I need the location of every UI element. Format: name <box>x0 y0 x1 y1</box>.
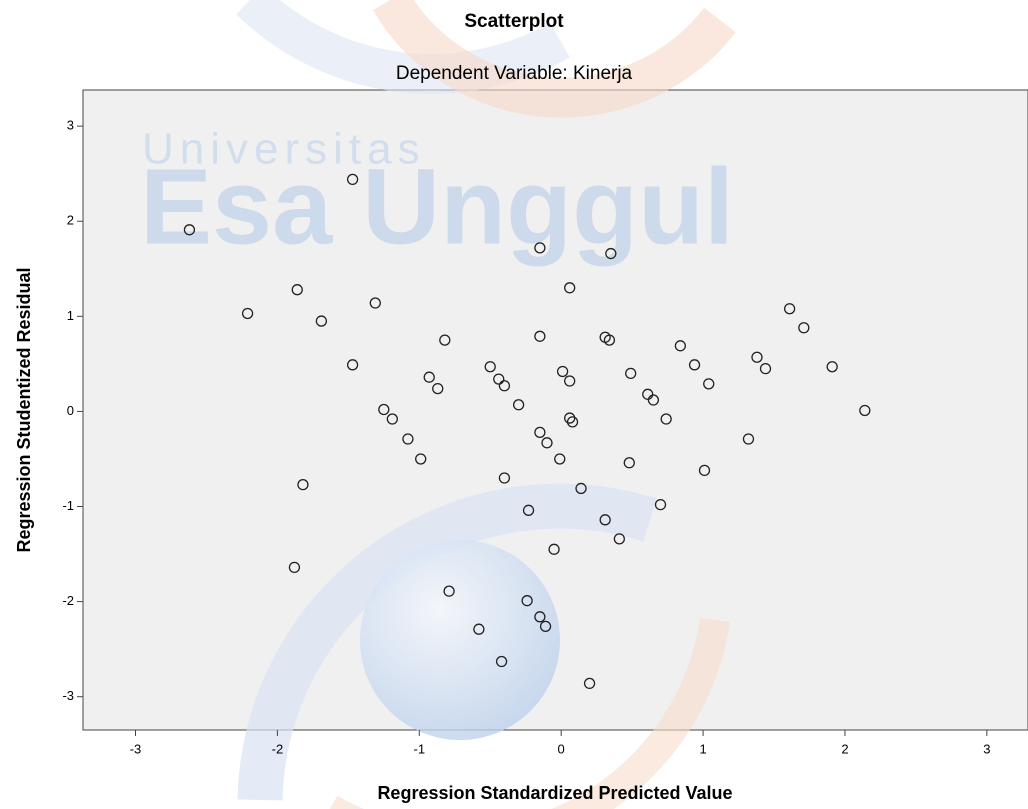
data-point <box>473 623 485 635</box>
watermark-arc <box>237 483 657 801</box>
x-tick-label: -3 <box>130 741 142 756</box>
data-point <box>623 457 635 469</box>
data-point <box>498 472 511 484</box>
data-point <box>346 173 359 186</box>
data-point <box>423 371 435 383</box>
x-tick-label: 0 <box>558 741 565 756</box>
watermark-arc <box>236 0 570 94</box>
data-point <box>498 380 511 392</box>
data-point <box>759 362 772 375</box>
watermark-text: Universitas <box>142 125 426 174</box>
watermark-circle <box>360 540 560 740</box>
data-point <box>183 224 196 236</box>
data-point <box>534 426 546 438</box>
data-point <box>554 453 566 465</box>
chart-title: Scatterplot <box>464 11 564 32</box>
data-point <box>522 504 535 516</box>
x-tick-label: -1 <box>414 741 426 756</box>
data-point <box>291 284 303 296</box>
data-point <box>556 365 569 378</box>
data-point <box>432 382 444 395</box>
data-point <box>605 247 617 260</box>
y-tick-label: 1 <box>67 308 74 323</box>
data-point <box>575 482 587 495</box>
data-point <box>521 595 533 607</box>
y-tick-label: -3 <box>62 688 74 703</box>
data-point <box>541 437 553 449</box>
data-point <box>346 359 359 371</box>
data-point <box>548 543 560 555</box>
data-point <box>369 297 381 309</box>
y-tick-label: 2 <box>67 213 74 228</box>
data-point <box>402 433 414 445</box>
data-point <box>512 399 525 411</box>
plot-area: Universitas Esa Unggul <box>82 0 1028 809</box>
watermark-arc <box>372 0 736 118</box>
data-point <box>783 303 796 315</box>
data-point <box>826 361 838 373</box>
y-tick-label: -2 <box>62 593 74 608</box>
data-point <box>798 322 810 334</box>
data-point <box>564 375 576 387</box>
data-point <box>688 359 701 371</box>
x-tick-label: 1 <box>699 741 706 756</box>
data-point <box>484 361 496 373</box>
data-point <box>566 416 579 428</box>
data-point <box>583 677 596 690</box>
data-point <box>495 655 508 668</box>
y-tick-label: 0 <box>67 403 74 418</box>
data-point <box>742 433 755 445</box>
data-point <box>288 561 301 574</box>
chart-subtitle: Dependent Variable: Kinerja <box>396 63 633 84</box>
data-point <box>534 242 546 254</box>
data-point <box>613 533 626 545</box>
watermark-arc <box>330 617 730 809</box>
y-axis-label: Regression Studentized Residual <box>14 267 34 552</box>
data-point <box>698 464 711 477</box>
x-axis-label: Regression Standardized Predicted Value <box>377 783 732 803</box>
data-point <box>599 514 611 526</box>
data-point <box>534 330 546 342</box>
data-point <box>493 373 505 385</box>
y-tick-label: 3 <box>67 118 74 133</box>
data-point <box>859 404 871 417</box>
x-tick-label: 2 <box>841 741 848 756</box>
data-point <box>647 394 660 406</box>
data-point <box>297 479 309 491</box>
data-point <box>539 620 552 632</box>
data-point <box>443 585 455 597</box>
data-point <box>439 334 451 346</box>
data-point <box>315 315 328 327</box>
data-point <box>386 413 398 425</box>
data-point <box>378 403 390 416</box>
x-tick-label: 3 <box>983 741 990 756</box>
data-point <box>642 388 654 400</box>
data-point <box>564 282 576 294</box>
data-point <box>625 367 637 380</box>
watermark-text: Esa Unggul <box>140 146 734 267</box>
data-point <box>534 611 546 623</box>
data-point <box>751 351 763 363</box>
data-point <box>660 413 672 425</box>
y-tick-label: -1 <box>62 498 74 513</box>
data-point <box>241 307 254 320</box>
data-point <box>674 340 687 352</box>
data-point <box>654 498 667 511</box>
x-tick-label: -2 <box>272 741 284 756</box>
data-point <box>415 453 427 465</box>
data-point <box>703 378 715 390</box>
data-point <box>603 334 616 346</box>
